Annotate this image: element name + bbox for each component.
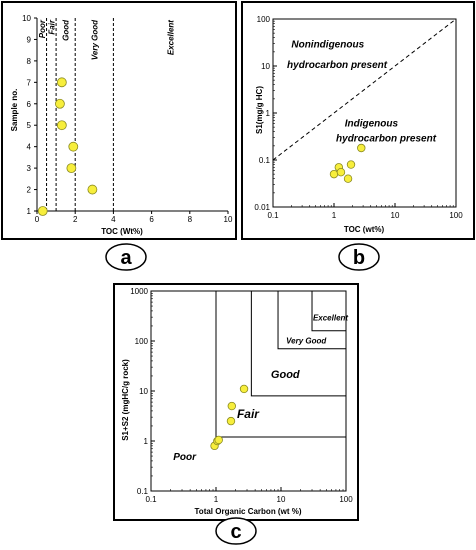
panel-c-zone-label: Very Good xyxy=(286,336,327,345)
panel-b-y-tick-label: 0.01 xyxy=(254,203,270,212)
panel-a-y-tick-label: 7 xyxy=(27,78,32,87)
panel-b-boundary-line xyxy=(272,18,457,161)
panel-c-label: c xyxy=(230,521,241,543)
panel-a-class-label: Very Good xyxy=(90,19,99,60)
panel-c-y-tick-label: 100 xyxy=(135,337,149,346)
panel-a-class-label: Good xyxy=(62,19,71,41)
panel-c-zone-label: Good xyxy=(271,369,300,381)
panel-a-class-label: Excellent xyxy=(167,20,176,55)
panel-b-region-label: hydrocarbon present xyxy=(336,133,437,144)
panel-b-data-point xyxy=(336,168,346,177)
panel-c-zone-label: Poor xyxy=(173,452,197,463)
panel-c-x-tick-label: 0.1 xyxy=(145,495,157,504)
panel-c-xlabel: Total Organic Carbon (wt %) xyxy=(195,507,302,516)
panel-b-y-tick-label: 10 xyxy=(261,62,270,71)
panel-a-data-point xyxy=(56,77,67,88)
panel-c-zone-label: Fair xyxy=(237,407,260,421)
panel-c-data-point xyxy=(214,435,223,445)
panel-c-x-tick-label: 1 xyxy=(214,495,219,504)
panel-a-data-point xyxy=(87,184,98,195)
panel-c-zone-label: Excellent xyxy=(313,313,348,322)
panel-c-zone-boundary xyxy=(250,291,346,397)
panel-a-data-point xyxy=(37,206,48,216)
panel-b-label: b xyxy=(353,247,365,269)
panel-b-y-tick-label: 1 xyxy=(266,109,271,118)
panel-b-x-tick-label: 0.1 xyxy=(267,211,279,220)
panel-a-y-tick-label: 6 xyxy=(27,100,32,109)
panel-a-data-point xyxy=(68,141,79,152)
panel-b-x-tick-label: 100 xyxy=(449,211,463,220)
panel-a-x-tick-label: 2 xyxy=(73,215,78,224)
panel-a-ylabel: Sample no. xyxy=(10,89,19,132)
panel-a-x-tick-label: 10 xyxy=(224,215,233,224)
panel-b-xlabel: TOC (wt%) xyxy=(344,225,385,234)
panel-b-x-tick-label: 1 xyxy=(332,211,337,220)
panel-a-x-tick-label: 6 xyxy=(149,215,154,224)
panel-a-x-tick-label: 0 xyxy=(35,215,40,224)
panel-b-data-point xyxy=(346,160,356,169)
panel-c-data-point xyxy=(239,384,249,394)
panel-a-y-tick-label: 3 xyxy=(27,164,32,173)
panel-a-y-tick-label: 2 xyxy=(27,186,32,195)
panel-c-y-tick-label: 10 xyxy=(139,387,148,396)
panel-a-class-label: Poor xyxy=(38,19,47,38)
panel-b-region-label: Nonindigenous xyxy=(291,39,364,50)
panel-a-data-point xyxy=(66,163,77,174)
panel-b-data-point xyxy=(357,143,366,153)
panel-b-region-label: hydrocarbon present xyxy=(287,60,388,71)
panel-a-label: a xyxy=(120,247,132,269)
panel-b-data-point xyxy=(329,169,339,179)
panel-c-y-tick-label: 0.1 xyxy=(137,487,149,496)
panel-a-y-tick-label: 5 xyxy=(27,121,32,130)
panel-b-chart: 0.1 1 10 1000.010.1110100Nonindigenoushydro… xyxy=(254,15,463,220)
panel-c-chart: 0.1 1 10 100 0.1 1 10 100 1000 Poor Fair Good Very G… xyxy=(130,287,353,504)
panel-a-data-point xyxy=(55,98,65,109)
panel-c-zone-boundary xyxy=(277,291,346,350)
panel-a-frame xyxy=(1,1,237,240)
panel-c-y-tick-label: 1000 xyxy=(130,287,148,296)
panel-b-ylabel: S1(mg/g HC) xyxy=(255,86,264,134)
panel-c-x-tick-label: 10 xyxy=(277,495,286,504)
panel-c-x-tick-label: 100 xyxy=(339,495,353,504)
panel-a-data-point xyxy=(56,120,67,131)
panel-b-badge xyxy=(338,243,380,271)
panel-a-y-tick-label: 1 xyxy=(27,207,32,216)
panel-a-badge xyxy=(105,243,147,271)
panel-b-y-tick-label: 0.1 xyxy=(259,156,271,165)
panel-b-x-tick-label: 10 xyxy=(391,211,400,220)
panel-a-x-tick-label: 8 xyxy=(188,215,193,224)
panel-b-region-label: Indigenous xyxy=(345,118,399,129)
panel-c-data-point xyxy=(227,401,236,411)
panel-b-data-point xyxy=(343,174,353,183)
panel-a-y-tick-label: 9 xyxy=(27,35,32,44)
panel-a-y-tick-label: 8 xyxy=(27,57,32,66)
panel-a-y-tick-label: 4 xyxy=(27,143,32,152)
panel-a-y-tick-label: 10 xyxy=(22,14,31,23)
panel-a-x-tick-label: 4 xyxy=(111,215,116,224)
panel-a-class-label: Fair xyxy=(47,19,56,35)
panel-c-y-tick-label: 1 xyxy=(144,437,149,446)
panel-b-frame xyxy=(241,1,475,240)
panel-c-badge xyxy=(215,517,257,545)
panel-a-xlabel: TOC (Wt%) xyxy=(101,227,143,236)
panel-c-zone-boundary xyxy=(311,291,346,332)
panel-c-data-point xyxy=(226,416,236,426)
panel-b-y-tick-label: 100 xyxy=(257,15,271,24)
panel-c-ylabel: S1+S2 (mgHC/g rock) xyxy=(121,359,130,441)
